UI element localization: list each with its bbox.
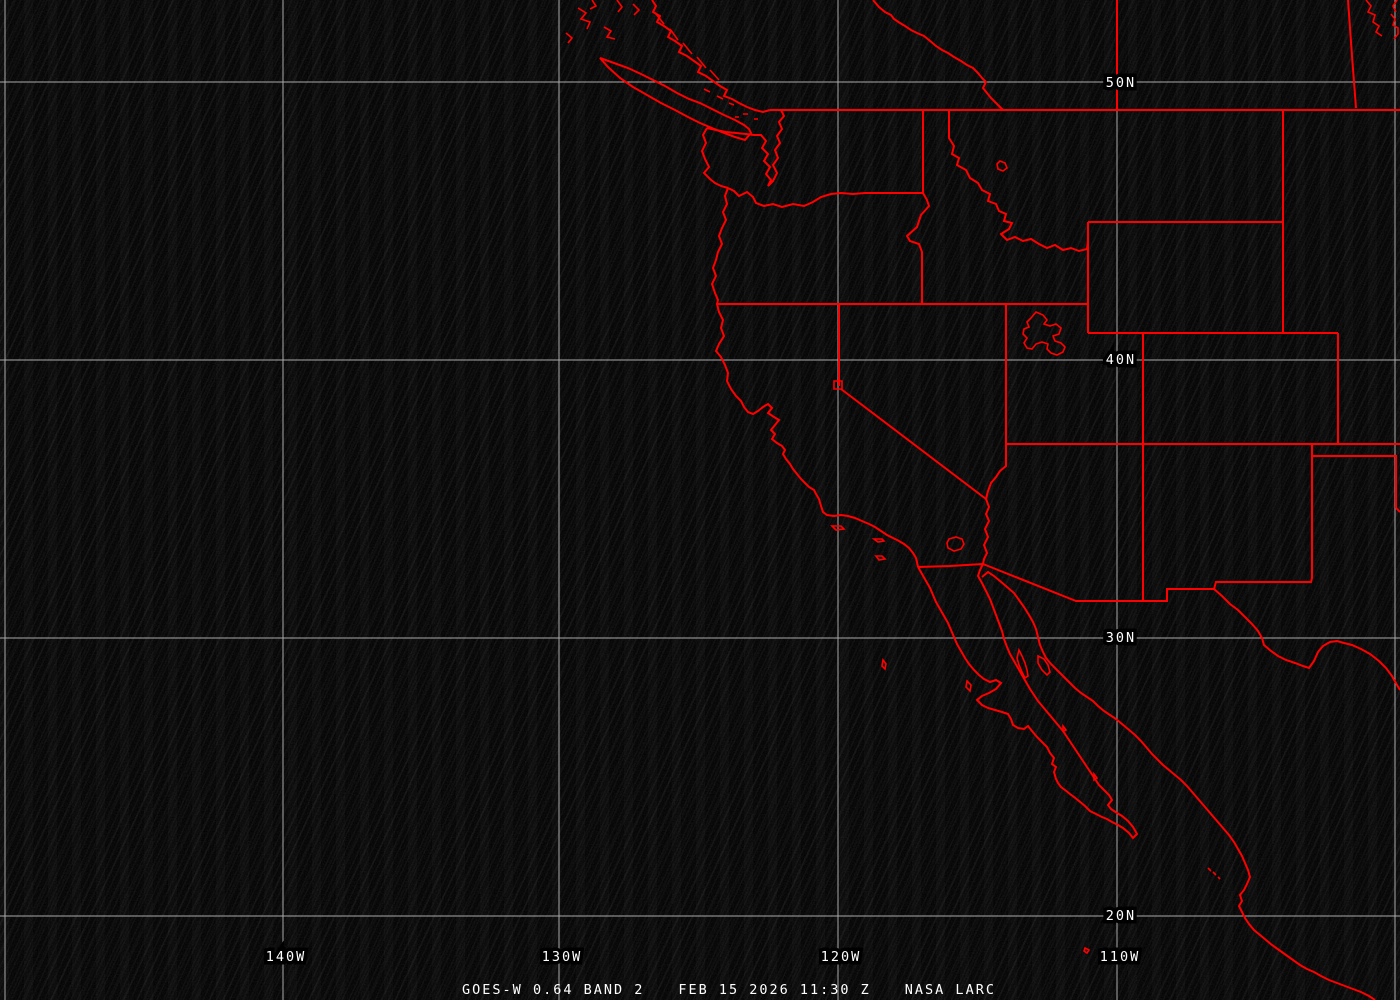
state-borders bbox=[717, 0, 1400, 691]
arizona-mexico-border bbox=[982, 563, 1214, 602]
coastlines bbox=[565, 0, 1399, 1000]
lat-label-50n: 50N bbox=[1106, 75, 1136, 91]
bc-mainland-coast bbox=[651, 0, 771, 114]
saskatchewan-manitoba-border bbox=[1347, 0, 1357, 109]
manitoba-lakes bbox=[1365, 0, 1399, 40]
baja-california bbox=[917, 563, 1139, 840]
washington-oregon-border bbox=[727, 187, 923, 209]
bc-north-islands bbox=[565, 0, 641, 44]
texas-oklahoma-border bbox=[1312, 455, 1400, 513]
bc-fjord-inlets bbox=[655, 13, 720, 81]
strait-islands bbox=[703, 88, 758, 120]
lakes-and-islands bbox=[830, 160, 1221, 955]
nevada-arizona-colorado-river bbox=[982, 444, 1007, 565]
angel-de-la-guarda-island bbox=[1016, 647, 1029, 680]
salton-sea bbox=[946, 536, 965, 552]
guadalupe-island bbox=[881, 658, 887, 671]
islas-marias bbox=[1207, 867, 1221, 880]
vancouver-island bbox=[599, 57, 753, 142]
bc-alberta-border bbox=[872, 0, 1004, 111]
lon-label-130w: 130W bbox=[542, 949, 583, 965]
lat-label-40n: 40N bbox=[1106, 352, 1136, 368]
lon-label-110w: 110W bbox=[1100, 949, 1141, 965]
socorro-island bbox=[1083, 946, 1091, 955]
lat-label-20n: 20N bbox=[1106, 908, 1136, 924]
flathead-lake bbox=[996, 160, 1008, 172]
puget-sound-shore bbox=[706, 109, 786, 187]
cedros-island bbox=[965, 679, 972, 693]
caption-product: GOES-W 0.64 BAND 2 bbox=[462, 982, 645, 998]
caption-credit: NASA LARC bbox=[904, 982, 996, 998]
us-mexico-border-west bbox=[917, 563, 984, 568]
west-coast bbox=[710, 187, 919, 568]
oregon-idaho-border bbox=[905, 192, 931, 304]
rio-grande-border bbox=[1213, 588, 1400, 691]
idaho-montana-border bbox=[948, 110, 1089, 253]
tiburon-island bbox=[1037, 654, 1051, 677]
lon-label-120w: 120W bbox=[821, 949, 862, 965]
lon-label-140w: 140W bbox=[266, 949, 307, 965]
new-mexico-texas-border bbox=[1213, 445, 1313, 590]
caption-datetime: FEB 15 2026 11:30 Z bbox=[678, 982, 871, 998]
image-caption: GOES-W 0.64 BAND 2 FEB 15 2026 11:30 Z N… bbox=[58, 982, 1400, 998]
gulf-small-islands bbox=[1062, 723, 1099, 782]
washington-coast bbox=[700, 127, 729, 189]
great-salt-lake bbox=[1022, 311, 1066, 356]
mexico-mainland-coast bbox=[981, 570, 1376, 1000]
lat-label-30n: 30N bbox=[1106, 630, 1136, 646]
grid-labels: 50N 40N 30N 20N 140W 130W 120W 110W bbox=[262, 72, 1142, 969]
california-nevada-diagonal bbox=[840, 388, 987, 500]
channel-islands bbox=[830, 525, 887, 561]
